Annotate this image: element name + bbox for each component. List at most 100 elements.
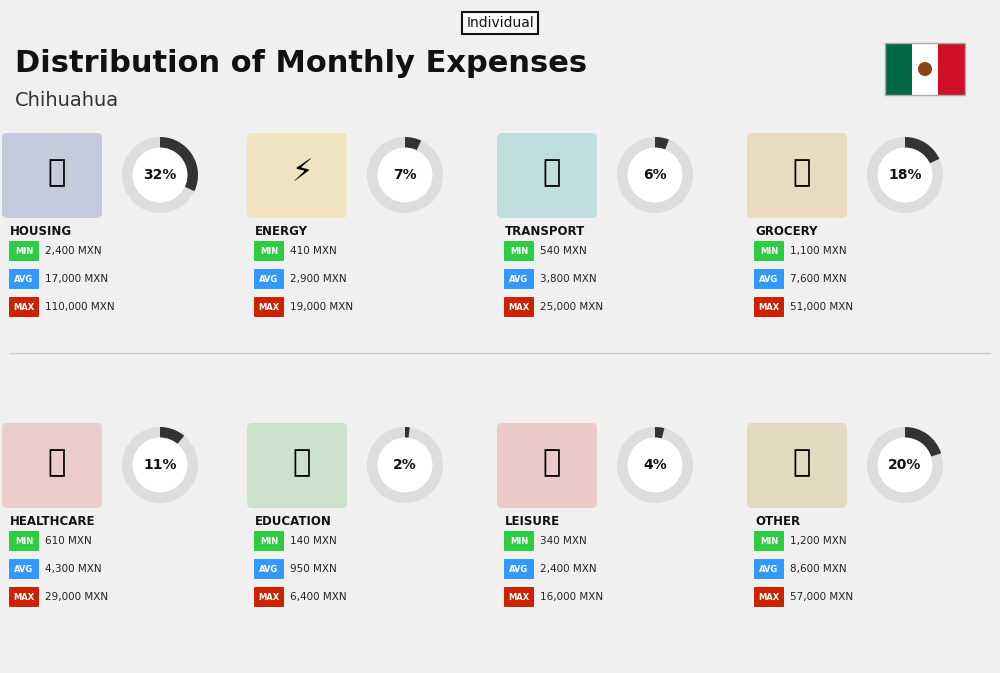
Text: MAX: MAX	[13, 302, 35, 312]
Text: 20%: 20%	[888, 458, 922, 472]
Text: Chihuahua: Chihuahua	[15, 92, 119, 110]
Text: 2,400 MXN: 2,400 MXN	[45, 246, 102, 256]
Text: OTHER: OTHER	[755, 515, 800, 528]
Wedge shape	[905, 137, 939, 164]
Wedge shape	[122, 137, 198, 213]
FancyBboxPatch shape	[504, 587, 534, 607]
FancyBboxPatch shape	[9, 531, 39, 551]
Text: MIN: MIN	[260, 246, 278, 256]
Circle shape	[378, 147, 432, 203]
Text: TRANSPORT: TRANSPORT	[505, 225, 585, 238]
FancyBboxPatch shape	[247, 133, 347, 218]
FancyBboxPatch shape	[497, 133, 597, 218]
Circle shape	[878, 147, 932, 203]
FancyBboxPatch shape	[504, 297, 534, 317]
Text: MIN: MIN	[260, 536, 278, 546]
Text: 🚌: 🚌	[543, 159, 561, 188]
FancyBboxPatch shape	[885, 43, 912, 95]
Wedge shape	[617, 137, 693, 213]
FancyBboxPatch shape	[254, 297, 284, 317]
Text: 8,600 MXN: 8,600 MXN	[790, 564, 847, 574]
Circle shape	[133, 437, 187, 493]
Text: 3,800 MXN: 3,800 MXN	[540, 274, 597, 284]
Text: 🏥: 🏥	[48, 448, 66, 478]
Text: AVG: AVG	[509, 565, 529, 573]
Text: GROCERY: GROCERY	[755, 225, 818, 238]
Text: MAX: MAX	[258, 592, 280, 602]
Circle shape	[918, 62, 932, 76]
Text: ENERGY: ENERGY	[255, 225, 308, 238]
FancyBboxPatch shape	[504, 531, 534, 551]
Text: 19,000 MXN: 19,000 MXN	[290, 302, 353, 312]
Wedge shape	[160, 427, 184, 444]
Text: MAX: MAX	[508, 592, 530, 602]
Text: 16,000 MXN: 16,000 MXN	[540, 592, 603, 602]
Text: 🎓: 🎓	[293, 448, 311, 478]
Text: 32%: 32%	[143, 168, 177, 182]
Text: 18%: 18%	[888, 168, 922, 182]
Wedge shape	[905, 427, 941, 456]
Text: 140 MXN: 140 MXN	[290, 536, 337, 546]
Text: AVG: AVG	[259, 275, 279, 283]
FancyBboxPatch shape	[747, 423, 847, 508]
Text: 610 MXN: 610 MXN	[45, 536, 92, 546]
Text: 57,000 MXN: 57,000 MXN	[790, 592, 853, 602]
FancyBboxPatch shape	[504, 559, 534, 579]
FancyBboxPatch shape	[754, 587, 784, 607]
FancyBboxPatch shape	[2, 423, 102, 508]
Text: MAX: MAX	[508, 302, 530, 312]
Text: MAX: MAX	[758, 302, 780, 312]
Text: 2,900 MXN: 2,900 MXN	[290, 274, 347, 284]
Text: AVG: AVG	[509, 275, 529, 283]
Text: 2,400 MXN: 2,400 MXN	[540, 564, 597, 574]
FancyBboxPatch shape	[497, 423, 597, 508]
Text: 6%: 6%	[643, 168, 667, 182]
FancyBboxPatch shape	[9, 587, 39, 607]
Text: 950 MXN: 950 MXN	[290, 564, 337, 574]
FancyBboxPatch shape	[754, 241, 784, 261]
Text: 🛍: 🛍	[543, 448, 561, 478]
Text: 1,200 MXN: 1,200 MXN	[790, 536, 847, 546]
Text: 7,600 MXN: 7,600 MXN	[790, 274, 847, 284]
Text: AVG: AVG	[14, 275, 34, 283]
Text: 6,400 MXN: 6,400 MXN	[290, 592, 347, 602]
Text: Distribution of Monthly Expenses: Distribution of Monthly Expenses	[15, 48, 587, 77]
FancyBboxPatch shape	[9, 241, 39, 261]
Text: ⚡: ⚡	[291, 159, 313, 188]
Circle shape	[878, 437, 932, 493]
Text: 4%: 4%	[643, 458, 667, 472]
FancyBboxPatch shape	[754, 269, 784, 289]
FancyBboxPatch shape	[747, 133, 847, 218]
Wedge shape	[617, 427, 693, 503]
Text: AVG: AVG	[259, 565, 279, 573]
FancyBboxPatch shape	[9, 559, 39, 579]
Circle shape	[378, 437, 432, 493]
Text: HOUSING: HOUSING	[10, 225, 72, 238]
Text: MIN: MIN	[15, 536, 33, 546]
Text: MAX: MAX	[258, 302, 280, 312]
Wedge shape	[655, 137, 669, 149]
Text: EDUCATION: EDUCATION	[255, 515, 332, 528]
FancyBboxPatch shape	[254, 269, 284, 289]
Text: 29,000 MXN: 29,000 MXN	[45, 592, 108, 602]
Wedge shape	[367, 427, 443, 503]
Text: MIN: MIN	[760, 246, 778, 256]
Text: 11%: 11%	[143, 458, 177, 472]
Text: 340 MXN: 340 MXN	[540, 536, 587, 546]
Text: 💰: 💰	[793, 448, 811, 478]
Text: 🛒: 🛒	[793, 159, 811, 188]
Wedge shape	[867, 137, 943, 213]
FancyBboxPatch shape	[247, 423, 347, 508]
Wedge shape	[405, 137, 421, 150]
Wedge shape	[122, 427, 198, 503]
Text: MIN: MIN	[15, 246, 33, 256]
Text: 7%: 7%	[393, 168, 417, 182]
Text: MAX: MAX	[758, 592, 780, 602]
FancyBboxPatch shape	[938, 43, 965, 95]
Circle shape	[628, 147, 682, 203]
FancyBboxPatch shape	[912, 43, 938, 95]
Wedge shape	[655, 427, 664, 439]
Text: HEALTHCARE: HEALTHCARE	[10, 515, 96, 528]
Text: 1,100 MXN: 1,100 MXN	[790, 246, 847, 256]
Text: MIN: MIN	[760, 536, 778, 546]
